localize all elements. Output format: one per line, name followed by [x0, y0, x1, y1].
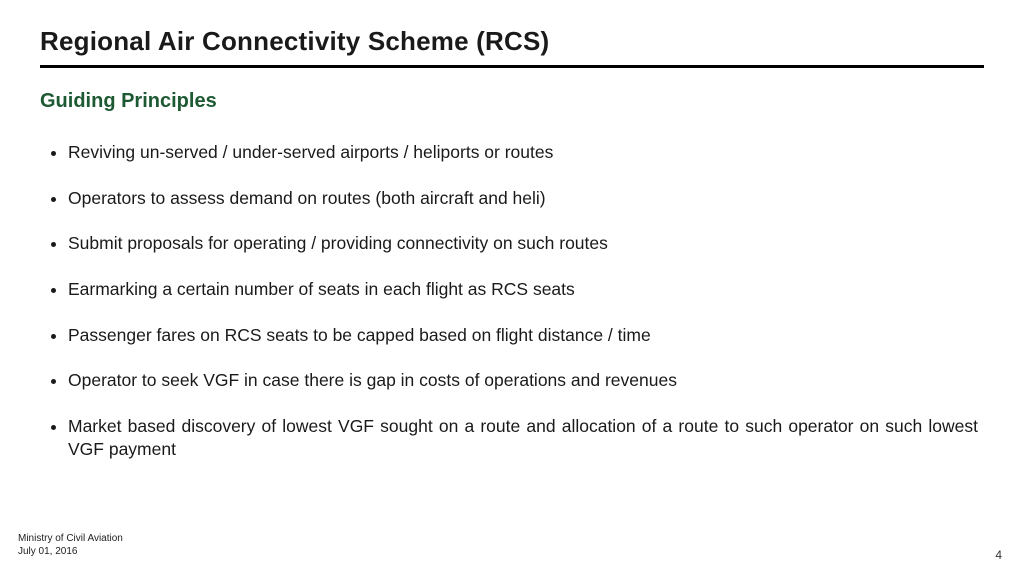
list-item: Earmarking a certain number of seats in …: [68, 278, 984, 302]
list-item: Passenger fares on RCS seats to be cappe…: [68, 324, 984, 348]
page-number: 4: [995, 548, 1002, 562]
list-item: Operators to assess demand on routes (bo…: [68, 187, 984, 211]
list-item: Submit proposals for operating / providi…: [68, 232, 984, 256]
footer-date: July 01, 2016: [18, 546, 123, 559]
slide-subtitle: Guiding Principles: [40, 90, 984, 113]
slide-title: Regional Air Connectivity Scheme (RCS): [40, 26, 984, 57]
list-item: Operator to seek VGF in case there is ga…: [68, 369, 984, 393]
footer: Ministry of Civil Aviation July 01, 2016: [18, 533, 123, 558]
slide: Regional Air Connectivity Scheme (RCS) G…: [0, 0, 1024, 576]
footer-org: Ministry of Civil Aviation: [18, 533, 123, 546]
list-item: Reviving un-served / under-served airpor…: [68, 141, 984, 165]
bullet-list: Reviving un-served / under-served airpor…: [40, 141, 984, 462]
list-item: Market based discovery of lowest VGF sou…: [68, 415, 984, 462]
title-rule: [40, 65, 984, 68]
